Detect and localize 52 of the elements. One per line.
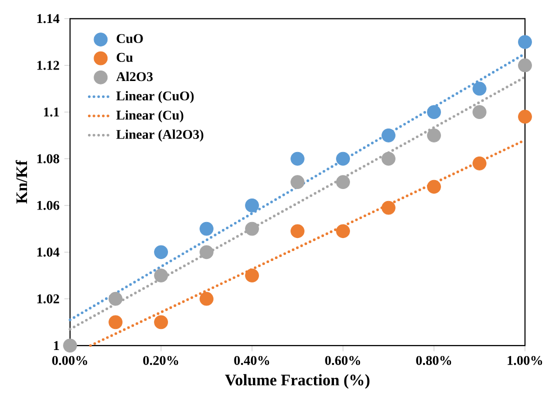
x-tick-label: 1.00% (508, 356, 542, 366)
point (200, 292, 214, 306)
point (472, 156, 486, 170)
point (63, 338, 77, 353)
point (472, 105, 486, 120)
x-tick-label: 0.00% (52, 356, 88, 366)
y-tick-label: 1.12 (37, 60, 60, 70)
x-tick-label: 0.80% (416, 356, 452, 366)
point (200, 222, 214, 236)
point (518, 58, 532, 72)
point (245, 268, 259, 282)
y-axis-title: Kn/Kf (16, 160, 28, 204)
point (108, 292, 122, 306)
point (336, 224, 350, 238)
legend-label: Linear (Cu) (116, 110, 184, 122)
point (200, 245, 214, 260)
point (427, 128, 441, 142)
point (382, 152, 396, 166)
y-tick-label: 1.14 (37, 14, 60, 24)
point (518, 35, 532, 49)
x-axis-title: Volume Fraction (%) (225, 374, 370, 389)
legend-label: Cu (116, 52, 133, 62)
y-tick-label: 1 (54, 341, 59, 350)
x-tick-label: 0.20% (143, 356, 178, 366)
legend-label: Linear (Al2O3) (116, 130, 204, 142)
point (382, 128, 396, 142)
point (245, 222, 259, 236)
legend-label: Al2O3 (116, 72, 153, 82)
y-tick-label: 1.02 (37, 294, 60, 304)
point (108, 315, 122, 330)
point (290, 175, 304, 190)
x-tick-label: 0.40% (234, 356, 270, 366)
point (472, 82, 486, 96)
point (290, 152, 304, 166)
point (427, 105, 441, 120)
point (154, 268, 168, 282)
y-tick-label: 1.04 (37, 248, 60, 257)
point (154, 315, 168, 330)
point (245, 198, 259, 212)
point (290, 224, 304, 238)
point (518, 110, 532, 124)
point (336, 152, 350, 166)
point (336, 175, 350, 190)
legend-label: Linear (CuO) (116, 91, 194, 104)
legend-label: CuO (116, 34, 143, 44)
y-tick-label: 1.08 (37, 154, 60, 164)
point (154, 245, 168, 260)
y-tick-label: 1.06 (37, 200, 60, 210)
point (427, 180, 441, 194)
point (382, 200, 396, 215)
x-tick-label: 0.60% (325, 356, 360, 366)
y-tick-label: 1.1 (44, 108, 59, 117)
